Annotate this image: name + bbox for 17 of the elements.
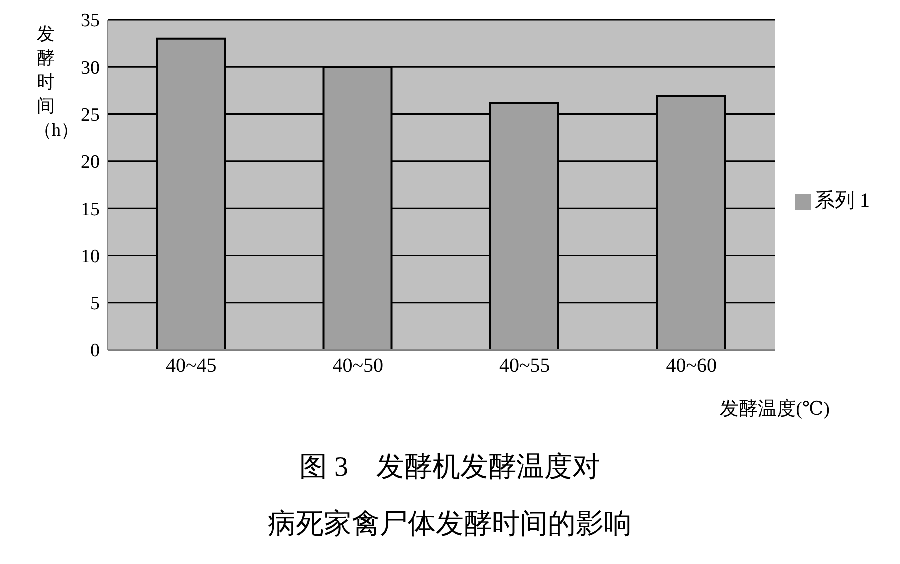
text: 病死家禽尸体发酵时间的影响 bbox=[267, 508, 633, 542]
y-tick-label: 20 bbox=[81, 152, 100, 174]
text: 图 3 发酵机发酵温度对 bbox=[298, 451, 602, 485]
legend-label: 系列 1 bbox=[815, 190, 870, 212]
y-tick-label: 5 bbox=[90, 294, 100, 315]
x-tick-label: 40~50 bbox=[332, 355, 384, 378]
y-tick-label: 25 bbox=[81, 105, 100, 126]
x-axis-title: 发酵温度(℃) bbox=[720, 398, 830, 422]
x-tick-label: 40~55 bbox=[499, 355, 550, 378]
y-tick-label: 10 bbox=[81, 246, 100, 268]
x-tick-label: 40~45 bbox=[166, 355, 217, 378]
y-tick-label: 30 bbox=[81, 58, 100, 79]
y-tick-label: 0 bbox=[90, 340, 100, 362]
y-axis-title: 发酵时间（h） bbox=[34, 23, 79, 142]
y-tick-label: 35 bbox=[81, 10, 100, 32]
y-tick-label: 15 bbox=[81, 199, 100, 220]
x-tick-label: 40~60 bbox=[666, 355, 718, 378]
